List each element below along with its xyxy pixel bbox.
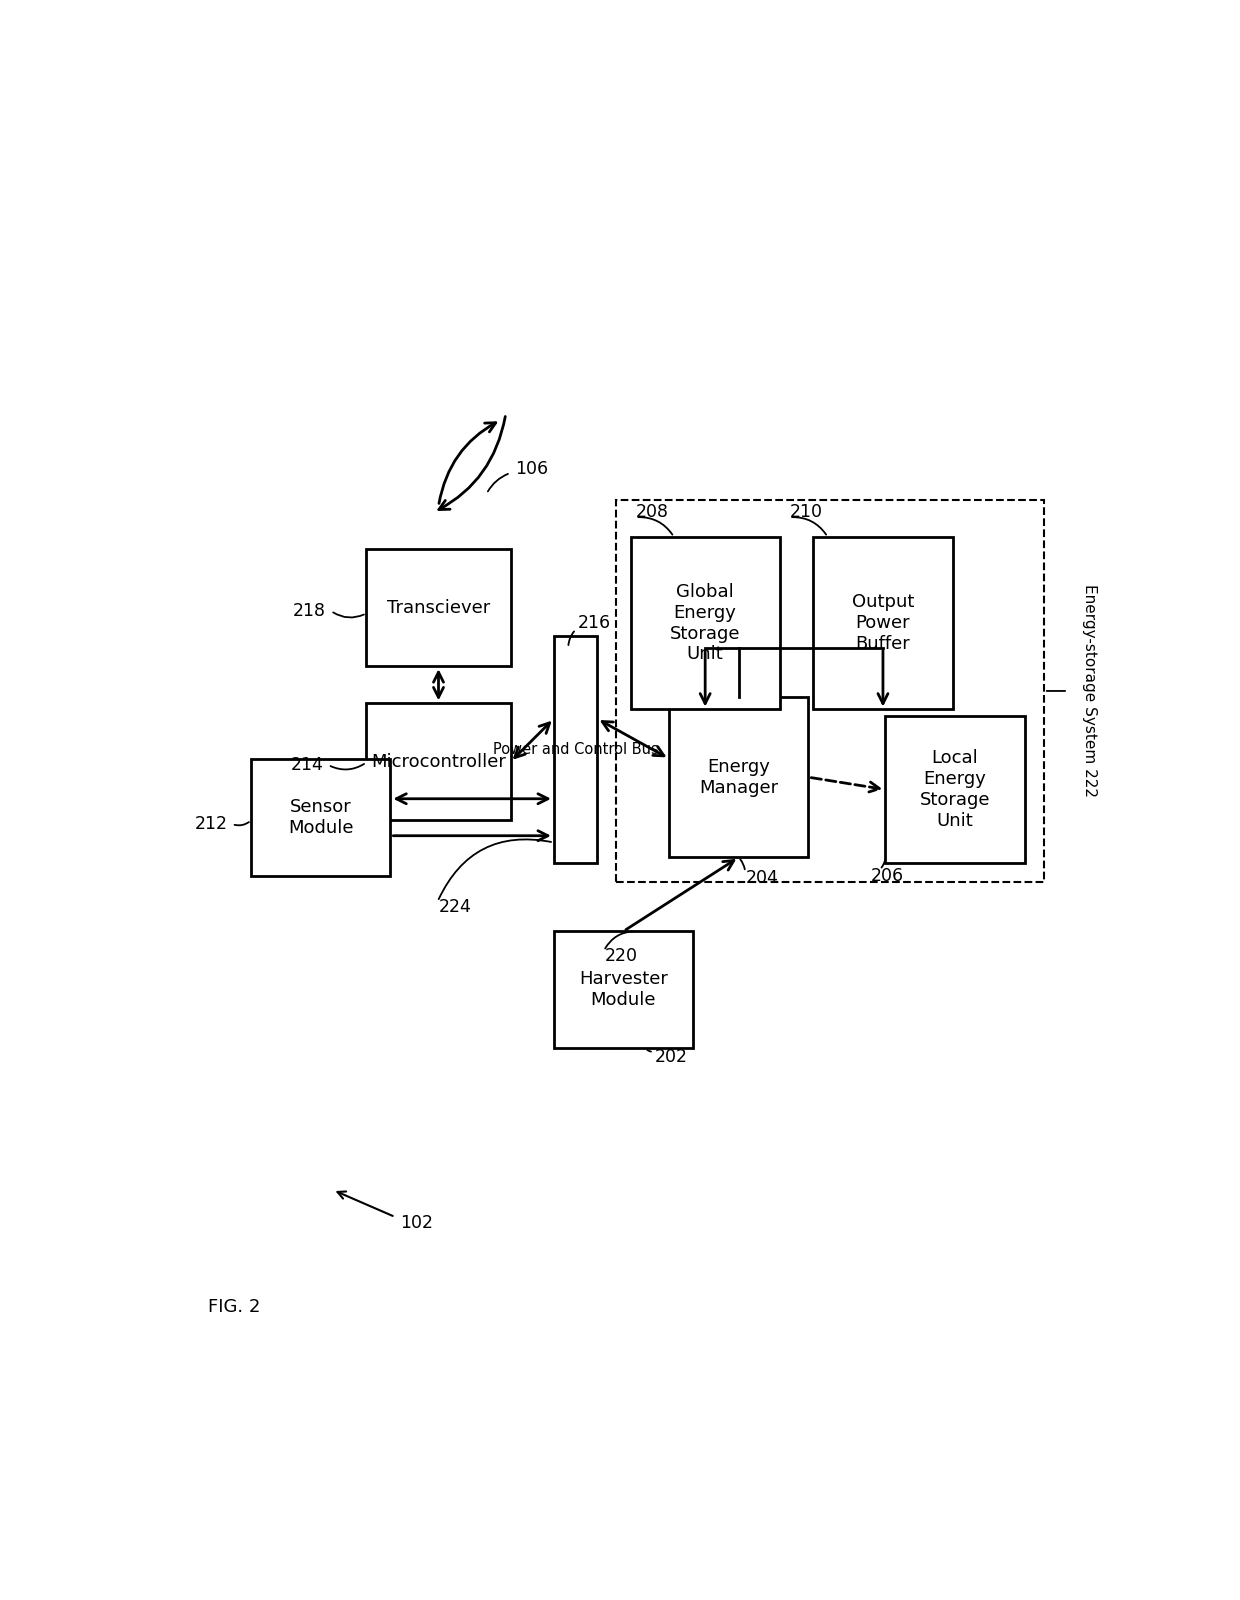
- Text: Energy
Manager: Energy Manager: [699, 758, 779, 797]
- Text: 220: 220: [605, 947, 637, 965]
- Bar: [250, 758, 391, 875]
- Text: 106: 106: [516, 461, 548, 478]
- Bar: [885, 715, 1024, 864]
- Bar: [554, 635, 598, 864]
- Text: Local
Energy
Storage
Unit: Local Energy Storage Unit: [920, 749, 991, 830]
- Text: Power and Control Bus: Power and Control Bus: [492, 742, 658, 757]
- Text: 210: 210: [789, 504, 822, 522]
- Text: 224: 224: [439, 898, 471, 915]
- Bar: [616, 499, 1044, 882]
- Text: Harvester
Module: Harvester Module: [579, 970, 668, 1010]
- Text: 102: 102: [401, 1214, 433, 1232]
- Bar: [813, 538, 952, 709]
- Text: 216: 216: [578, 614, 611, 632]
- Text: 206: 206: [870, 867, 904, 885]
- Text: 214: 214: [290, 755, 324, 774]
- Text: 208: 208: [635, 504, 668, 522]
- Text: 204: 204: [746, 869, 779, 888]
- Bar: [367, 704, 511, 821]
- Text: Transciever: Transciever: [387, 598, 490, 618]
- Text: Microcontroller: Microcontroller: [371, 754, 506, 771]
- Bar: [631, 538, 780, 709]
- Bar: [554, 931, 693, 1048]
- Text: Sensor
Module: Sensor Module: [288, 798, 353, 837]
- Text: 202: 202: [655, 1048, 688, 1066]
- Text: Energy-storage System 222: Energy-storage System 222: [1083, 584, 1097, 797]
- Text: FIG. 2: FIG. 2: [208, 1298, 260, 1315]
- Bar: [367, 549, 511, 666]
- Text: Global
Energy
Storage
Unit: Global Energy Storage Unit: [670, 582, 740, 664]
- Text: Output
Power
Buffer: Output Power Buffer: [852, 594, 914, 653]
- Text: 212: 212: [195, 814, 228, 834]
- Text: 218: 218: [293, 602, 326, 619]
- Bar: [670, 698, 808, 858]
